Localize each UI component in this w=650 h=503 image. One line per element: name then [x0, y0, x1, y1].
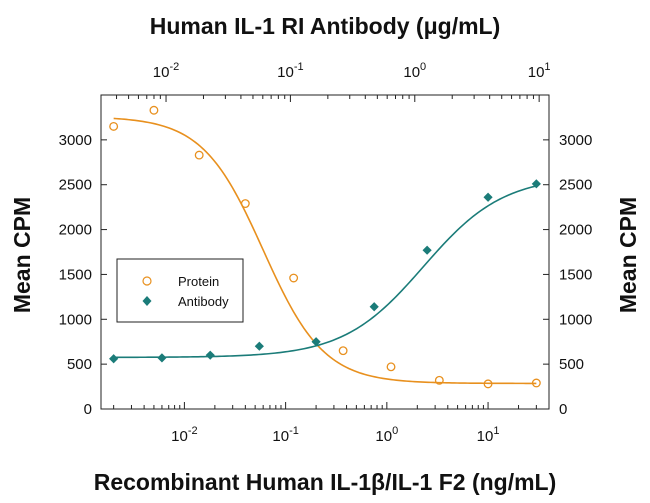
fit-curves [113, 117, 537, 385]
antibody-data-point [157, 353, 167, 363]
protein-fit-curve [113, 117, 537, 385]
chart-title: Human IL-1 RI Antibody (μg/mL) [150, 13, 501, 39]
protein-data-point [149, 105, 159, 115]
antibody-data-point [109, 354, 119, 364]
y-axis-label-right: Mean CPM [615, 197, 641, 313]
x-axis-bottom: 10-2 10-1 100 101 [113, 402, 550, 445]
y-tick-label-left: 2000 [59, 222, 92, 239]
protein-data-point [434, 375, 444, 385]
antibody-data-point [531, 179, 541, 189]
legend: Protein Antibody [116, 258, 244, 323]
legend-antibody-marker [142, 296, 152, 306]
legend-box [116, 258, 244, 323]
antibody-data-point [483, 192, 493, 202]
protein-data-point [240, 199, 250, 209]
y-tick-label-left: 3000 [59, 132, 92, 149]
plot-frame [100, 94, 550, 410]
y-tick-label-right: 3000 [559, 132, 592, 149]
antibody-data-point [422, 245, 432, 255]
y-axis-left: 0 500 1000 1500 2000 2500 3000 [59, 132, 107, 418]
x-bottom-tick-label: 101 [477, 425, 500, 445]
antibody-data-point [369, 302, 379, 312]
x-bottom-tick-label: 10-2 [171, 425, 197, 445]
y-tick-label-right: 2500 [559, 177, 592, 194]
y-tick-label-right: 500 [559, 356, 584, 373]
y-tick-label-left: 1000 [59, 311, 92, 328]
protein-data-point [289, 273, 299, 283]
x-top-tick-label: 10-1 [277, 61, 303, 81]
x-axis-top: 10-2 10-1 100 101 [100, 61, 551, 102]
antibody-data-point [254, 341, 264, 351]
y-tick-label-left: 500 [67, 356, 92, 373]
y-tick-label-right: 1000 [559, 311, 592, 328]
antibody-data-point [311, 337, 321, 347]
protein-data-point [531, 378, 541, 388]
antibody-data-point [205, 350, 215, 360]
x-bottom-tick-label: 100 [375, 425, 398, 445]
antibody-fit-curve [113, 185, 537, 359]
y-tick-label-right: 1500 [559, 266, 592, 283]
protein-data-point [386, 362, 396, 372]
protein-data-point [338, 346, 348, 356]
protein-data-point [483, 379, 493, 389]
x-top-tick-label: 10-2 [153, 61, 179, 81]
protein-data-point [194, 150, 204, 160]
x-axis-label: Recombinant Human IL-1β/IL-1 F2 (ng/mL) [94, 469, 557, 495]
y-tick-label-left: 2500 [59, 177, 92, 194]
y-axis-label-left: Mean CPM [9, 197, 35, 313]
data-points [109, 105, 541, 389]
legend-antibody-label: Antibody [178, 294, 229, 309]
y-axis-right: 0 500 1000 1500 2000 2500 3000 [543, 132, 592, 418]
y-tick-label-left: 0 [84, 401, 92, 418]
legend-protein-marker [142, 276, 152, 286]
y-tick-label-right: 0 [559, 401, 567, 418]
y-tick-label-left: 1500 [59, 266, 92, 283]
x-top-tick-label: 101 [528, 61, 551, 81]
protein-data-point [109, 121, 119, 131]
x-bottom-tick-label: 10-1 [272, 425, 298, 445]
x-top-tick-label: 100 [403, 61, 426, 81]
y-tick-label-right: 2000 [559, 222, 592, 239]
legend-protein-label: Protein [178, 274, 219, 289]
